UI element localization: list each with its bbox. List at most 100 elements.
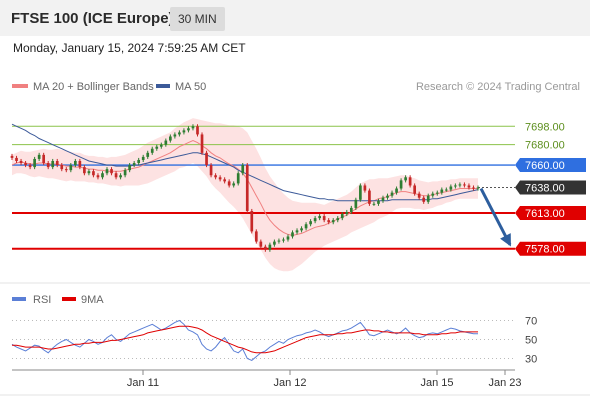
candle xyxy=(150,148,154,153)
candle xyxy=(408,177,412,186)
rsi-tick-label: 30 xyxy=(525,354,537,366)
candle xyxy=(368,190,371,204)
candle xyxy=(273,241,276,245)
candle xyxy=(101,173,104,178)
credit-label: Research © 2024 Trading Central xyxy=(416,81,580,93)
candle xyxy=(318,216,321,219)
candle xyxy=(363,185,367,191)
candle xyxy=(169,136,172,141)
candle xyxy=(205,152,208,166)
candle xyxy=(218,177,222,180)
forecast-arrowhead xyxy=(500,233,511,247)
candle xyxy=(458,184,462,186)
datetime-label: Monday, January 15, 2024 7:59:25 AM CET xyxy=(13,41,246,55)
candle xyxy=(444,189,448,191)
ma50-legend-swatch xyxy=(156,84,170,88)
candle xyxy=(191,126,195,129)
candle xyxy=(114,173,118,178)
candle xyxy=(182,130,186,133)
candle xyxy=(132,163,136,166)
rsi-legend-label: RSI xyxy=(33,294,51,306)
candle xyxy=(386,195,389,198)
rsi-line xyxy=(11,319,478,361)
candle xyxy=(19,160,23,164)
candle xyxy=(33,158,36,168)
candle xyxy=(286,236,290,240)
candle xyxy=(78,160,82,168)
ma20-legend-label: MA 20 + Bollinger Bands xyxy=(33,81,154,93)
candle xyxy=(259,241,263,247)
candle xyxy=(46,163,50,168)
time-tick-label: Jan 23 xyxy=(488,377,521,389)
candle xyxy=(300,228,303,231)
candle xyxy=(354,199,358,208)
ma50-legend-label: MA 50 xyxy=(175,81,206,93)
candle xyxy=(349,207,353,212)
candle xyxy=(295,230,299,233)
rsi-tick-label: 50 xyxy=(525,335,537,347)
level-label: 7613.00 xyxy=(525,208,565,220)
candle xyxy=(28,165,32,168)
candle xyxy=(359,185,362,200)
candle xyxy=(431,193,435,196)
candle xyxy=(209,165,213,176)
candle xyxy=(200,134,204,153)
candle xyxy=(377,200,380,204)
candle xyxy=(472,187,475,189)
rsi-ma-legend-swatch xyxy=(62,297,76,301)
candle xyxy=(250,210,254,232)
forecast-arrow xyxy=(479,187,512,246)
candle xyxy=(96,175,100,178)
candle xyxy=(105,169,109,174)
candle xyxy=(159,144,163,147)
timeframe-badge[interactable]: 30 MIN xyxy=(170,7,225,31)
ma50-line xyxy=(11,123,479,202)
candle xyxy=(146,152,150,157)
candle xyxy=(173,134,177,137)
candle xyxy=(395,188,398,193)
candle xyxy=(245,165,249,211)
candle xyxy=(15,157,18,161)
candle xyxy=(10,155,14,158)
candle xyxy=(264,246,267,250)
candle xyxy=(463,184,466,186)
candle xyxy=(60,165,64,170)
candle xyxy=(413,185,417,194)
candle xyxy=(232,183,236,186)
level-label: 7680.00 xyxy=(525,140,565,152)
candle xyxy=(476,187,480,189)
ma20-line xyxy=(11,140,478,237)
candle xyxy=(141,156,145,160)
time-tick-label: Jan 11 xyxy=(127,377,159,389)
header: FTSE 100 (ICE Europe) 30 MIN xyxy=(0,0,590,36)
candle xyxy=(467,185,471,188)
candle xyxy=(426,195,430,202)
candle xyxy=(331,220,335,223)
candle xyxy=(340,214,344,219)
level-tag xyxy=(515,180,586,195)
candle xyxy=(214,175,217,178)
candle xyxy=(422,197,426,202)
level-label: 7638.00 xyxy=(525,183,565,195)
level-label: 7698.00 xyxy=(525,121,565,133)
candle xyxy=(449,186,453,190)
candle xyxy=(83,167,86,174)
candle xyxy=(241,165,245,174)
candle xyxy=(55,160,59,166)
candle xyxy=(119,175,122,178)
time-tick-label: Jan 12 xyxy=(273,377,306,389)
candle xyxy=(372,203,376,205)
candle xyxy=(164,140,168,145)
candle xyxy=(187,128,190,131)
candle xyxy=(313,218,317,222)
ma20-legend-swatch xyxy=(12,84,28,88)
rsi-tick-label: 70 xyxy=(525,316,537,328)
candle xyxy=(282,239,285,241)
candle xyxy=(381,197,385,201)
candle xyxy=(454,185,457,187)
candle xyxy=(37,154,41,159)
candle xyxy=(277,240,281,242)
candle xyxy=(268,244,272,250)
